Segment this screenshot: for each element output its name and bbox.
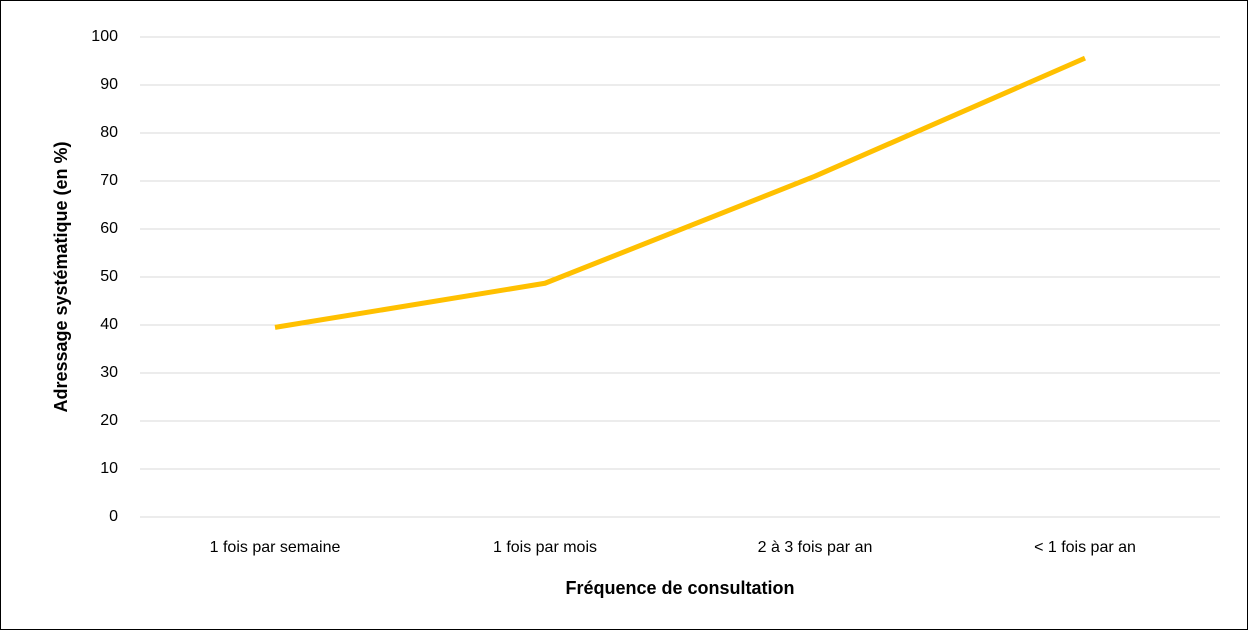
x-tick-label: 1 fois par mois	[493, 539, 597, 556]
y-tick-label: 20	[100, 412, 118, 429]
x-tick-label: 2 à 3 fois par an	[758, 539, 873, 556]
y-axis-title: Adressage systématique (en %)	[51, 141, 71, 412]
y-tick-label: 0	[109, 508, 118, 525]
y-tick-label: 10	[100, 460, 118, 477]
x-tick-label: < 1 fois par an	[1034, 539, 1136, 556]
data-line	[274, 55, 1087, 330]
y-tick-label: 40	[100, 316, 118, 333]
y-tick-label: 50	[100, 268, 118, 285]
y-tick-label: 80	[100, 124, 118, 141]
y-tick-label: 60	[100, 220, 118, 237]
x-tick-label: 1 fois par semaine	[210, 539, 341, 556]
y-tick-label: 30	[100, 364, 118, 381]
y-tick-label: 90	[100, 76, 118, 93]
x-axis-title: Fréquence de consultation	[565, 578, 794, 598]
y-tick-label: 70	[100, 172, 118, 189]
y-tick-label: 100	[91, 28, 118, 45]
